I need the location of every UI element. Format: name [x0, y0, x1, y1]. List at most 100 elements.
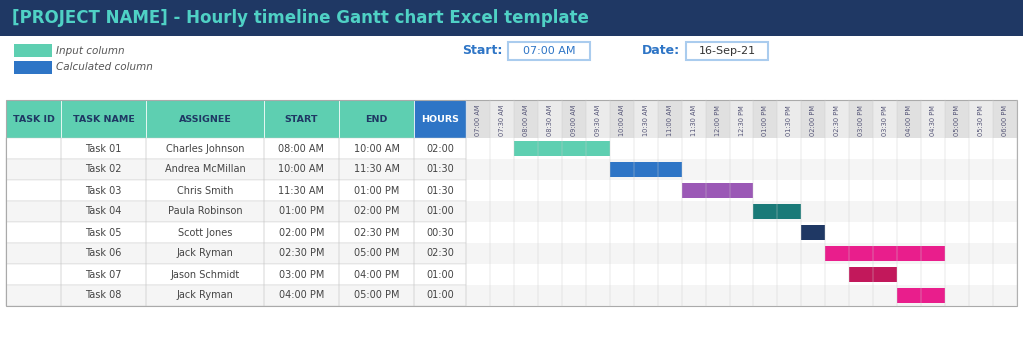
Bar	[610, 162, 681, 177]
Bar	[61, 100, 146, 138]
Bar	[14, 44, 52, 57]
Text: 08:00 AM: 08:00 AM	[278, 144, 324, 154]
Bar	[339, 159, 414, 180]
Text: 16-Sep-21: 16-Sep-21	[699, 46, 756, 56]
Bar	[633, 100, 658, 138]
Bar	[514, 100, 538, 138]
Bar	[146, 159, 264, 180]
Text: 02:30 PM: 02:30 PM	[835, 105, 840, 136]
Text: 01:00: 01:00	[427, 270, 454, 280]
Text: ASSIGNEE: ASSIGNEE	[179, 115, 231, 124]
Bar	[339, 243, 414, 264]
Bar	[874, 100, 897, 138]
Bar	[339, 264, 414, 285]
Bar	[61, 201, 146, 222]
Text: 01:30: 01:30	[427, 185, 454, 195]
Bar	[0, 0, 1023, 36]
Bar	[706, 100, 729, 138]
Bar	[658, 100, 681, 138]
Text: 01:30: 01:30	[427, 164, 454, 174]
Text: [PROJECT NAME] - Hourly timeline Gantt chart Excel template: [PROJECT NAME] - Hourly timeline Gantt c…	[12, 9, 589, 27]
Bar	[921, 100, 945, 138]
Text: 03:30 PM: 03:30 PM	[882, 105, 888, 136]
Bar	[754, 204, 801, 219]
Text: Jack Ryman: Jack Ryman	[177, 248, 233, 258]
Text: 07:30 AM: 07:30 AM	[499, 104, 505, 136]
Bar	[6, 100, 1017, 306]
Text: 05:00 PM: 05:00 PM	[354, 291, 399, 300]
Bar	[6, 159, 61, 180]
Bar	[264, 264, 339, 285]
Text: Task 06: Task 06	[85, 248, 122, 258]
Bar	[897, 288, 945, 303]
Text: 11:30 AM: 11:30 AM	[691, 105, 697, 136]
Text: 01:00: 01:00	[427, 291, 454, 300]
Text: HOURS: HOURS	[421, 115, 459, 124]
Text: 06:00 PM: 06:00 PM	[1002, 105, 1008, 136]
Text: Scott Jones: Scott Jones	[178, 228, 232, 237]
Text: 02:00: 02:00	[426, 144, 454, 154]
Text: Andrea McMillan: Andrea McMillan	[165, 164, 246, 174]
Text: 01:00 PM: 01:00 PM	[279, 207, 324, 217]
Text: 11:00 AM: 11:00 AM	[667, 105, 673, 136]
Text: 03:00 PM: 03:00 PM	[279, 270, 324, 280]
Bar	[6, 285, 61, 306]
Bar	[414, 138, 466, 159]
Bar	[826, 246, 945, 261]
Bar	[146, 138, 264, 159]
Bar	[14, 61, 52, 74]
Bar	[6, 100, 61, 138]
Text: Task 08: Task 08	[85, 291, 122, 300]
Text: Task 01: Task 01	[85, 144, 122, 154]
Bar	[801, 100, 826, 138]
Text: Input column: Input column	[56, 46, 125, 55]
Bar	[6, 222, 61, 243]
Text: 07:00 AM: 07:00 AM	[475, 104, 481, 136]
Bar	[339, 138, 414, 159]
Text: 01:00 PM: 01:00 PM	[354, 185, 399, 195]
Text: 09:30 AM: 09:30 AM	[594, 105, 601, 136]
Bar	[61, 222, 146, 243]
Text: 02:30 PM: 02:30 PM	[354, 228, 399, 237]
Bar	[826, 100, 849, 138]
Bar	[681, 100, 706, 138]
Bar	[414, 100, 466, 138]
Bar	[414, 222, 466, 243]
Text: 10:00 AM: 10:00 AM	[619, 104, 625, 136]
Bar	[264, 138, 339, 159]
Text: Task 04: Task 04	[85, 207, 122, 217]
Bar	[6, 264, 61, 285]
Bar	[264, 285, 339, 306]
Bar	[6, 180, 61, 201]
Bar	[61, 180, 146, 201]
Text: 04:00 PM: 04:00 PM	[354, 270, 399, 280]
Bar	[6, 243, 61, 264]
Text: Task 05: Task 05	[85, 228, 122, 237]
Bar	[264, 222, 339, 243]
Bar	[414, 264, 466, 285]
Bar	[146, 264, 264, 285]
Bar	[61, 285, 146, 306]
Text: Charles Johnson: Charles Johnson	[166, 144, 244, 154]
Text: 02:00 PM: 02:00 PM	[810, 105, 816, 136]
Bar	[514, 141, 610, 156]
FancyBboxPatch shape	[686, 42, 768, 60]
Text: 01:00: 01:00	[427, 207, 454, 217]
Text: 04:30 PM: 04:30 PM	[930, 105, 936, 136]
Bar	[6, 138, 1017, 159]
Bar	[538, 100, 562, 138]
Text: 03:00 PM: 03:00 PM	[858, 105, 864, 136]
Bar	[264, 100, 339, 138]
Bar	[849, 267, 897, 282]
Text: 01:30 PM: 01:30 PM	[787, 105, 793, 136]
Text: TASK ID: TASK ID	[12, 115, 54, 124]
Text: 05:00 PM: 05:00 PM	[354, 248, 399, 258]
Text: 04:00 PM: 04:00 PM	[906, 105, 913, 136]
Bar	[339, 285, 414, 306]
Text: 02:30: 02:30	[426, 248, 454, 258]
Text: Start:: Start:	[462, 45, 502, 57]
Bar	[146, 222, 264, 243]
Bar	[6, 138, 61, 159]
Bar	[754, 100, 777, 138]
Text: 02:30 PM: 02:30 PM	[278, 248, 324, 258]
